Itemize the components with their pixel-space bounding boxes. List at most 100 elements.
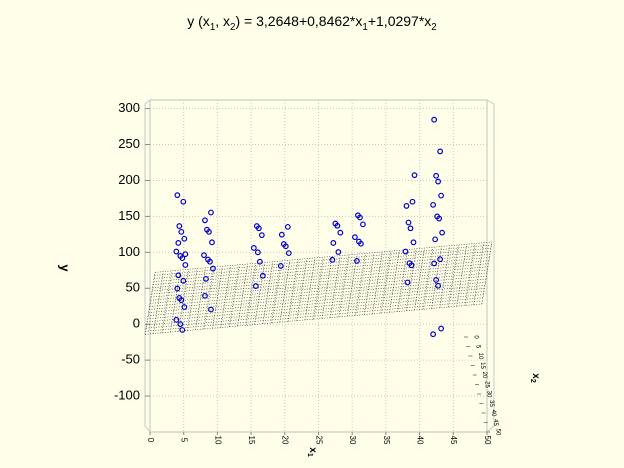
point: [201, 252, 207, 259]
point: [255, 225, 262, 232]
point: [258, 232, 265, 239]
plane-line: [254, 262, 265, 325]
text-part: 2: [230, 22, 235, 33]
y-tick-label: 50: [126, 280, 140, 295]
y-tick-label: 250: [118, 136, 140, 151]
point: [209, 239, 215, 246]
point: [174, 192, 181, 199]
point: [284, 223, 291, 230]
point: [431, 260, 438, 267]
point: [438, 192, 445, 199]
x2-tick-label: 5: [475, 345, 481, 349]
x1-tick-label: 40: [415, 436, 424, 445]
point: [402, 248, 409, 255]
x1-axis-label: x1: [306, 447, 319, 457]
text-part: x: [307, 447, 318, 453]
point: [330, 240, 337, 246]
y-tick-label: 150: [118, 208, 140, 223]
plane-line: [346, 254, 358, 317]
x2-tick-label: 15: [479, 362, 485, 369]
y-tick-label: -100: [114, 388, 140, 403]
point: [410, 239, 417, 246]
point: [403, 203, 410, 209]
point: [282, 243, 289, 250]
point: [431, 116, 438, 123]
y-tick-label: 300: [118, 100, 140, 115]
point: [180, 277, 187, 284]
point: [360, 221, 366, 228]
point: [404, 279, 411, 286]
plane-line: [397, 249, 409, 312]
x2-tick-label: 20: [481, 372, 487, 379]
plane-line: [271, 260, 282, 323]
point: [182, 262, 189, 268]
plane-line: [389, 250, 400, 313]
plane-line: [338, 254, 350, 317]
text-part: +1,0297*x: [368, 13, 431, 29]
plane-line: [313, 257, 324, 320]
point: [250, 245, 257, 251]
plane-line: [169, 270, 181, 333]
x2-tick-label: 25: [483, 381, 489, 388]
plane-line: [363, 252, 375, 315]
point: [335, 249, 342, 255]
text-part: 1: [362, 22, 367, 33]
y-tick-label: 0: [133, 316, 140, 331]
point: [177, 321, 184, 328]
point: [438, 325, 445, 332]
point: [354, 258, 360, 264]
plane-line: [431, 246, 442, 309]
plane-line: [220, 265, 232, 328]
point: [173, 316, 180, 323]
plane-line: [279, 260, 291, 323]
point: [178, 297, 185, 304]
point: [357, 214, 363, 221]
plane-line: [228, 264, 240, 327]
point: [259, 272, 266, 279]
text-part: 2: [529, 379, 536, 383]
point: [409, 198, 416, 205]
point: [337, 229, 344, 236]
point: [182, 251, 189, 258]
point: [435, 282, 442, 289]
plane-line: [439, 245, 451, 308]
y-tick-label: 100: [118, 244, 140, 259]
plane-line: [481, 241, 493, 304]
point: [285, 250, 292, 257]
plane-line: [304, 257, 316, 320]
point: [278, 231, 285, 238]
point: [254, 249, 261, 256]
x1-tick-label: 50: [483, 436, 492, 445]
point: [439, 229, 446, 236]
plane-line: [237, 263, 248, 327]
x2-tick-label: 45: [492, 419, 498, 426]
point: [407, 225, 414, 232]
plane-line: [287, 259, 299, 322]
point: [329, 256, 336, 263]
point: [432, 236, 439, 243]
y-tick-label: 200: [118, 172, 140, 187]
point: [437, 148, 444, 155]
point: [408, 262, 415, 269]
plane-line: [212, 266, 223, 329]
x1-tick-label: 25: [314, 436, 323, 445]
point: [176, 223, 183, 229]
x2-tick-label: 50: [494, 429, 500, 436]
point: [179, 255, 186, 262]
point: [405, 219, 412, 226]
plane-line: [414, 247, 425, 311]
plane-line: [186, 268, 198, 331]
point: [208, 306, 214, 313]
plane-line: [473, 242, 484, 305]
x2-tick-label: 35: [488, 400, 494, 407]
plane-line: [405, 248, 417, 311]
text-part: 2: [431, 22, 436, 33]
point: [178, 228, 185, 235]
point: [430, 201, 437, 208]
point: [181, 304, 188, 310]
plane-line: [321, 256, 333, 319]
point: [334, 222, 341, 229]
